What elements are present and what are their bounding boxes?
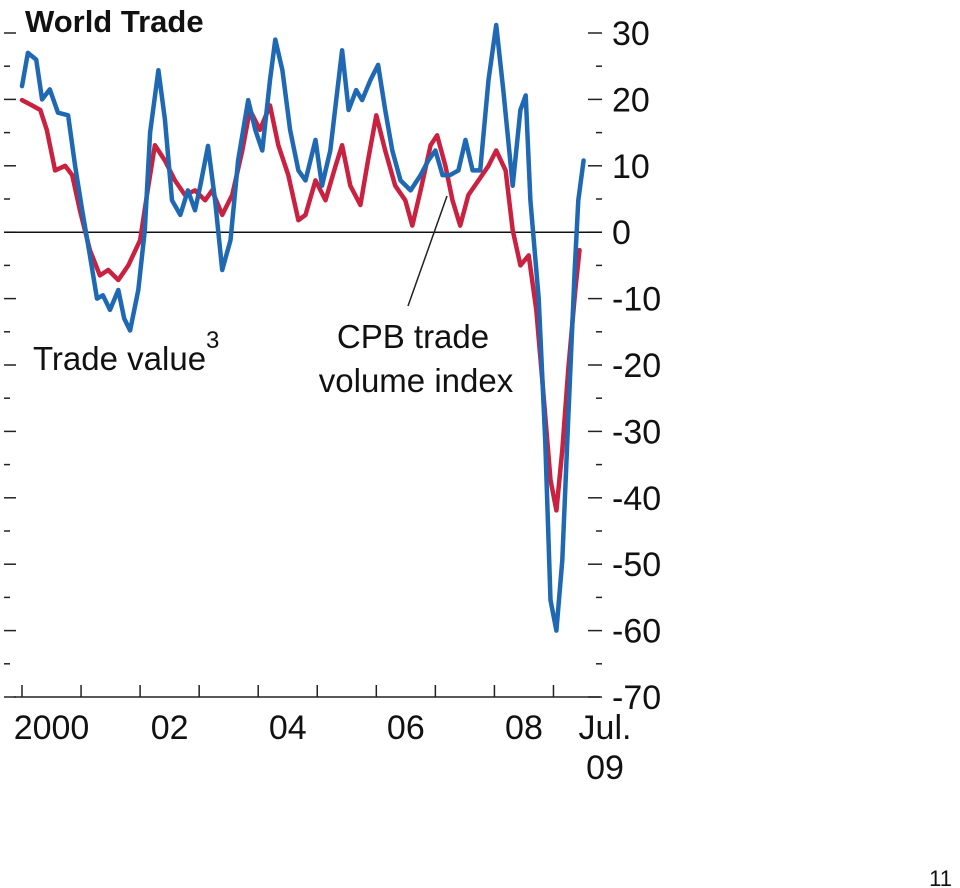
y-tick-label: -40	[612, 480, 661, 518]
page-number: 11	[929, 866, 952, 888]
series-line	[19, 22, 586, 633]
y-tick-label: 20	[612, 81, 650, 119]
x-tick-label-line: Jul.	[579, 709, 632, 747]
y-tick-label: -10	[612, 281, 661, 319]
x-tick-label: 08	[505, 709, 543, 747]
annotation-line: volume index	[319, 362, 514, 399]
annotation-line: CPB trade	[337, 318, 489, 355]
y-tick-label: -60	[612, 613, 661, 651]
x-tick-label: 06	[387, 709, 425, 747]
x-tick-label: 04	[269, 709, 307, 747]
y-tick-label: 0	[612, 214, 631, 252]
x-tick-label-line: 09	[586, 749, 624, 787]
series-line	[19, 97, 582, 513]
y-tick-label: -50	[612, 546, 661, 584]
y-tick-label: -20	[612, 347, 661, 385]
x-tick-label: 2000	[14, 709, 90, 747]
annotation-pointer	[407, 195, 448, 307]
annotations: Trade value3 CPB trade volume index	[33, 195, 514, 399]
annotation-superscript: 3	[206, 327, 219, 354]
annotation-text: Trade value	[33, 340, 206, 377]
annotation: Trade value3	[33, 327, 219, 377]
y-tick-label: 30	[612, 15, 650, 53]
y-tick-label: -70	[612, 679, 661, 717]
y-tick-label: -30	[612, 413, 661, 451]
y-tick-label: 10	[612, 148, 650, 186]
chart-title: World Trade	[25, 4, 204, 39]
x-tick-label: 02	[151, 709, 189, 747]
x-tick-label: Jul. 09	[579, 709, 632, 787]
